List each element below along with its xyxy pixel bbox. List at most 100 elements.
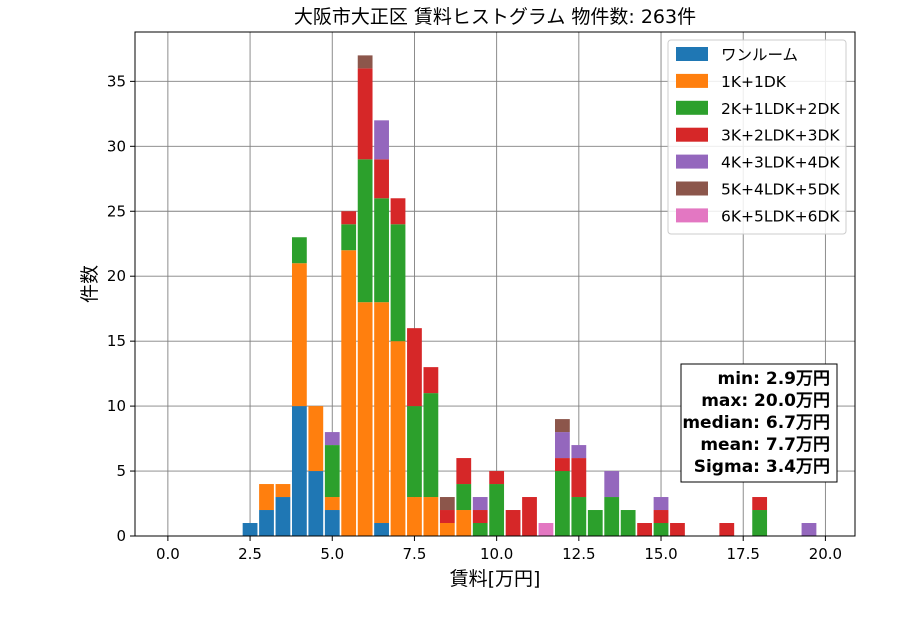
legend-swatch: [676, 47, 708, 61]
plot-frame: [134, 31, 856, 537]
chart-title: 大阪市大正区 賃料ヒストグラム 物件数: 263件: [294, 6, 696, 28]
bar-segment-series-3: [407, 328, 422, 407]
y-tick-label: 10: [107, 397, 126, 415]
bar-segment-series-1: [291, 263, 307, 407]
x-tick-label: 17.5: [727, 545, 760, 563]
bar-segment-series-2: [604, 497, 620, 536]
legend-swatch: [676, 127, 708, 142]
bar-segment-series-3: [439, 510, 455, 524]
bar-segment-series-2: [423, 393, 439, 498]
bar-segment-series-4: [801, 523, 817, 536]
legend: ワンルーム 1K+1DK 2K+1LDK+2DK 3K+2LDK+3DK 4K+3LDK…: [667, 39, 847, 235]
bar-segment-series-2: [587, 510, 603, 536]
bar-segment-series-2: [472, 523, 488, 536]
bar-segment-series-3: [719, 523, 735, 536]
bar-segment-series-2: [752, 510, 768, 536]
legend-swatch: [676, 208, 708, 223]
legend-box: [667, 39, 847, 235]
bar-segment-series-6: [538, 523, 554, 536]
bar-segment-series-3: [423, 367, 439, 394]
bar-segment-series-2: [390, 224, 406, 342]
bar-segment-series-3: [357, 68, 373, 160]
bar-segment-series-1: [357, 302, 373, 536]
bar-segment-series-4: [324, 432, 340, 446]
bar-segment-series-0: [291, 406, 307, 536]
bar-segment-series-2: [653, 523, 669, 536]
bar-segment-series-4: [472, 497, 488, 511]
bar-segment-series-4: [571, 445, 587, 459]
bar-segment-series-3: [571, 458, 587, 498]
bar-segment-series-2: [341, 224, 357, 251]
bar-segment-series-3: [653, 510, 669, 524]
bar-segment-series-0: [324, 510, 340, 536]
x-axis-label: 賃料[万円]: [450, 568, 541, 590]
x-tick-label: 20.0: [809, 545, 842, 563]
bar-segment-series-1: [390, 341, 406, 536]
bar-segment-series-4: [604, 471, 620, 498]
bar-segment-series-0: [308, 471, 324, 536]
bar-segment-series-2: [620, 510, 636, 536]
bar-segment-series-3: [489, 471, 505, 485]
legend-label: 1K+1DK: [721, 73, 787, 91]
bar-segment-series-2: [374, 198, 389, 303]
bar-segment-series-2: [571, 497, 587, 536]
bar-segment-series-0: [374, 523, 389, 536]
bar-segment-series-1: [259, 484, 274, 511]
bar-segment-series-2: [291, 237, 307, 264]
bar-segment-series-1: [407, 497, 422, 536]
bar-segment-series-2: [456, 484, 472, 511]
bar-segment-series-3: [555, 458, 570, 472]
bar-segment-series-4: [653, 497, 669, 511]
x-tick-label: 2.5: [238, 545, 262, 563]
y-tick-label: 25: [107, 202, 126, 220]
bar-segment-series-1: [341, 250, 357, 537]
x-tick-label: 0.0: [156, 545, 180, 563]
bar-segment-series-0: [259, 510, 274, 536]
bar-segment-series-1: [308, 406, 324, 472]
bar-segment-series-2: [407, 406, 422, 498]
bar-segment-series-1: [439, 523, 455, 536]
bar-segment-series-1: [324, 497, 340, 511]
bar-segment-series-5: [439, 497, 455, 511]
y-tick-label: 35: [107, 72, 126, 90]
x-tick-label: 7.5: [403, 545, 427, 563]
bar-segment-series-2: [555, 471, 570, 536]
legend-label: 3K+2LDK+3DK: [721, 127, 840, 145]
x-tick-label: 5.0: [320, 545, 344, 563]
stats-line-median: median: 6.7万円: [682, 413, 830, 433]
bar-segment-series-0: [275, 497, 291, 536]
bar-segment-series-2: [357, 159, 373, 303]
legend-label: 6K+5LDK+6DK: [721, 207, 840, 225]
stats-line-sigma: Sigma: 3.4万円: [694, 457, 830, 477]
bar-segment-series-3: [505, 510, 521, 536]
stats-line-max: max: 20.0万円: [701, 391, 830, 411]
bar-segment-series-3: [522, 497, 537, 536]
legend-label: 5K+4LDK+5DK: [721, 181, 840, 199]
bar-segment-series-2: [489, 484, 505, 536]
bar-segment-series-3: [752, 497, 768, 511]
bar-segment-series-1: [275, 484, 291, 498]
legend-swatch: [676, 73, 708, 88]
bar-segment-series-3: [341, 211, 357, 225]
legend-label: 4K+3LDK+4DK: [721, 154, 840, 172]
legend-swatch: [676, 154, 708, 169]
bar-segment-series-2: [324, 445, 340, 498]
bar-segment-series-0: [242, 523, 258, 536]
legend-swatch: [676, 181, 708, 196]
stats-box-frame: [680, 363, 838, 483]
bar-segment-series-4: [555, 432, 570, 459]
legend-label: 2K+1LDK+2DK: [721, 100, 840, 118]
bar-segment-series-3: [670, 523, 685, 536]
x-tick-label: 10.0: [480, 545, 513, 563]
y-axis-label: 件数: [79, 265, 101, 303]
y-tick-label: 0: [116, 527, 126, 545]
bar-segment-series-1: [374, 302, 389, 524]
x-tick-label: 15.0: [644, 545, 677, 563]
bars-layer: [242, 55, 817, 537]
bar-segment-series-1: [423, 497, 439, 536]
bar-segment-series-5: [555, 419, 570, 433]
legend-label: ワンルーム: [721, 46, 798, 64]
bar-segment-series-3: [637, 523, 652, 536]
stats-line-min: min: 2.9万円: [718, 369, 830, 389]
